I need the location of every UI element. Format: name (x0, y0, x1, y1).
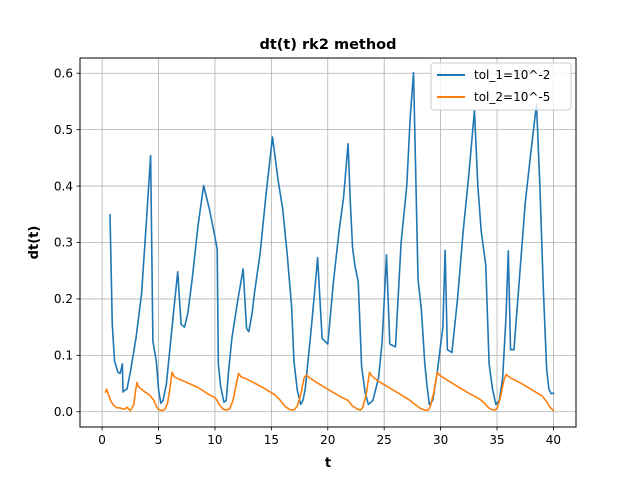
y-tick-label: 0.1 (54, 349, 73, 363)
x-tick-label: 30 (433, 433, 448, 447)
y-tick-label: 0.4 (54, 179, 73, 193)
x-tick-label: 0 (98, 433, 106, 447)
y-tick-label: 0.3 (54, 236, 73, 250)
y-axis-label: dt(t) (27, 226, 42, 260)
x-tick-label: 15 (264, 433, 279, 447)
legend-label-tol-1: tol_1=10^-2 (474, 68, 550, 82)
y-tick-label: 0.6 (54, 66, 73, 80)
y-tick-label: 0.2 (54, 292, 73, 306)
series-group (104, 71, 555, 412)
y-tick-label: 0.5 (54, 123, 73, 137)
chart-title: dt(t) rk2 method (259, 37, 396, 53)
x-tick-label: 5 (155, 433, 163, 447)
x-tick-label: 25 (377, 433, 392, 447)
legend-box (430, 62, 572, 111)
x-tick-label: 20 (320, 433, 335, 447)
y-tick-label: 0.0 (54, 405, 73, 419)
x-tick-label: 35 (489, 433, 504, 447)
x-tick-label: 10 (207, 433, 222, 447)
legend-label-tol-2: tol_2=10^-5 (474, 90, 550, 104)
x-tick-label: 40 (546, 433, 561, 447)
x-axis-label: t (325, 456, 331, 471)
series-line-tol-1 (109, 71, 555, 406)
axis-ticks: 0 5 10 15 20 25 30 35 40 0.0 0.1 0.2 0.3 0.4 0.5 0.6 (54, 66, 561, 447)
series-line-tol-2 (104, 371, 555, 412)
legend: tol_1=10^-2 tol_2=10^-5 (430, 62, 572, 111)
